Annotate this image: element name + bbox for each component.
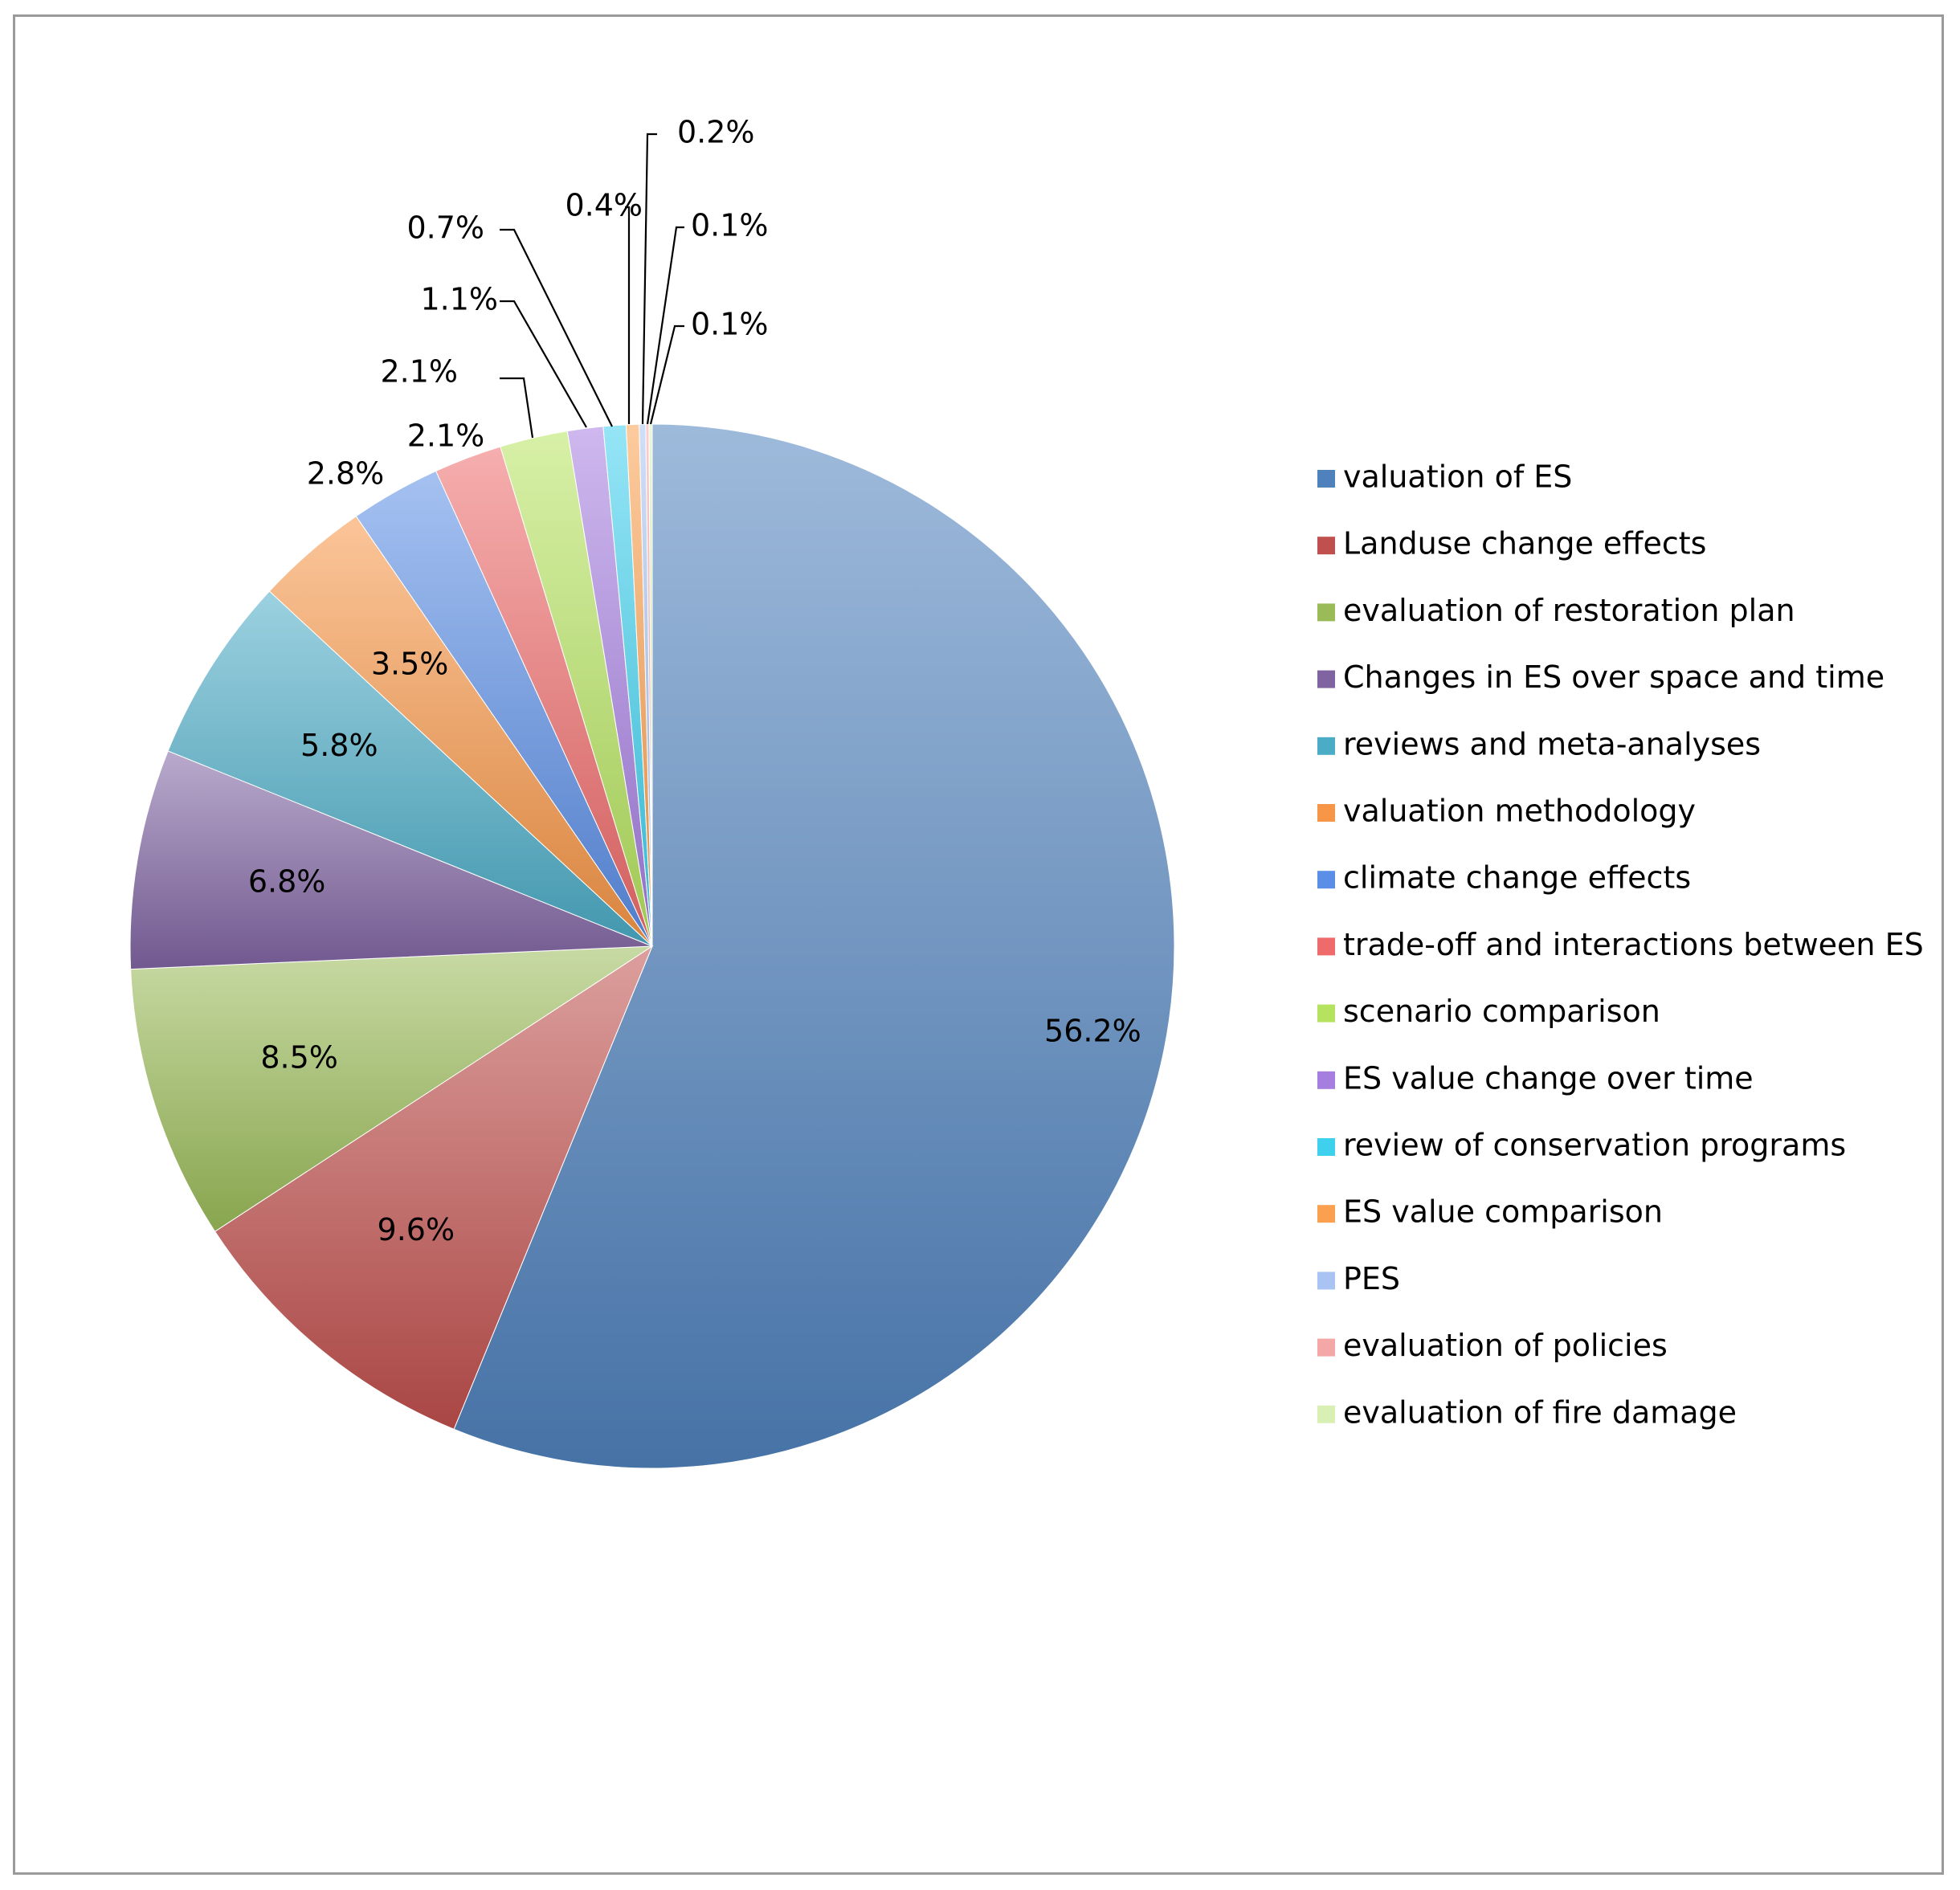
data-label-changes-in-es-over-space-and-time: 6.8% <box>248 864 326 900</box>
legend-label-valuation-methodology: valuation methodology <box>1343 794 1696 829</box>
data-label-valuation-methodology: 3.5% <box>371 647 449 682</box>
pie-slice-evaluation-of-fire-damage <box>648 423 653 947</box>
leader-line-pes <box>641 133 657 425</box>
legend-label-valuation-of-es: valuation of ES <box>1343 459 1572 495</box>
data-label-evaluation-of-policies: 0.1% <box>691 208 769 243</box>
leader-line-review-of-conservation-programs <box>500 228 613 427</box>
data-label-climate-change-effects: 2.8% <box>307 456 385 492</box>
legend-label-evaluation-of-policies: evaluation of policies <box>1343 1328 1668 1363</box>
legend-swatch-valuation-methodology <box>1317 804 1335 822</box>
legend-swatch-es-value-comparison <box>1317 1205 1335 1223</box>
legend-label-climate-change-effects: climate change effects <box>1343 860 1691 896</box>
data-label-review-of-conservation-programs: 0.7% <box>406 210 484 246</box>
data-label-landuse-change-effects: 9.6% <box>378 1212 455 1247</box>
legend-label-pes: PES <box>1343 1261 1400 1296</box>
data-label-es-value-comparison: 0.4% <box>565 188 643 223</box>
legend-label-changes-in-es-over-space-and-time: Changes in ES over space and time <box>1343 659 1884 695</box>
pie-slice-reviews-and-meta-analyses <box>167 590 653 947</box>
data-labels: 56.2% 9.6% 8.5% 6.8% 5.8% 3.5% 2.8% 2.1% 2.1% 1.1… <box>248 115 1141 1248</box>
legend-swatch-changes-in-es-over-space-and-time <box>1317 670 1335 688</box>
leader-line-scenario-comparison <box>500 377 534 439</box>
legend-swatch-trade-off-and-interactions-between-es <box>1317 937 1335 956</box>
data-label-evaluation-of-restoration-plan: 8.5% <box>260 1040 338 1076</box>
legend-label-es-value-comparison: ES value comparison <box>1343 1194 1663 1230</box>
legend-swatch-pes <box>1317 1272 1335 1290</box>
data-label-valuation-of-es: 56.2% <box>1044 1014 1141 1049</box>
data-label-es-value-change-over-time: 1.1% <box>420 282 498 317</box>
legend-label-landuse-change-effects: Landuse change effects <box>1343 526 1706 561</box>
legend-label-evaluation-of-restoration-plan: evaluation of restoration plan <box>1343 593 1795 628</box>
legend-label-scenario-comparison: scenario comparison <box>1343 994 1660 1029</box>
legend-swatch-evaluation-of-fire-damage <box>1317 1405 1335 1423</box>
data-label-scenario-comparison: 2.1% <box>380 354 458 390</box>
data-label-reviews-and-meta-analyses: 5.8% <box>300 728 378 763</box>
leader-line-evaluation-of-policies <box>646 226 684 425</box>
legend-swatch-evaluation-of-restoration-plan <box>1317 603 1335 622</box>
pie-slice-evaluation-of-restoration-plan <box>130 945 654 1232</box>
data-label-trade-off-and-interactions-between-es: 2.1% <box>407 418 485 454</box>
legend-label-reviews-and-meta-analyses: reviews and meta-analyses <box>1343 726 1761 761</box>
legend-swatch-es-value-change-over-time <box>1317 1071 1335 1089</box>
data-label-pes: 0.2% <box>677 115 755 150</box>
leader-line-es-value-change-over-time <box>500 300 587 428</box>
legend-swatch-review-of-conservation-programs <box>1317 1138 1335 1156</box>
legend-swatch-valuation-of-es <box>1317 470 1335 488</box>
leader-line-evaluation-of-fire-damage <box>649 325 684 425</box>
pie-slices <box>129 423 1175 1469</box>
legend-swatch-landuse-change-effects <box>1317 537 1335 555</box>
data-label-evaluation-of-fire-damage: 0.1% <box>691 307 769 342</box>
pie-slice-valuation-of-es <box>453 423 1175 1469</box>
legend-label-trade-off-and-interactions-between-es: trade-off and interactions between ES <box>1343 927 1924 962</box>
legend-swatch-climate-change-effects <box>1317 871 1335 889</box>
pie-slice-changes-in-es-over-space-and-time <box>129 750 653 970</box>
leader-line-es-value-comparison <box>625 206 631 424</box>
legend-swatch-scenario-comparison <box>1317 1004 1335 1023</box>
legend-label-review-of-conservation-programs: review of conservation programs <box>1343 1128 1846 1163</box>
leader-lines <box>500 133 684 439</box>
legend-swatch-reviews-and-meta-analyses <box>1317 737 1335 755</box>
pie-slice-landuse-change-effects <box>214 945 654 1430</box>
legend-label-es-value-change-over-time: ES value change over time <box>1343 1060 1754 1096</box>
legend: valuation of ES Landuse change effects eva… <box>1317 459 1924 1430</box>
legend-label-evaluation-of-fire-damage: evaluation of fire damage <box>1343 1394 1737 1430</box>
legend-swatch-evaluation-of-policies <box>1317 1338 1335 1357</box>
